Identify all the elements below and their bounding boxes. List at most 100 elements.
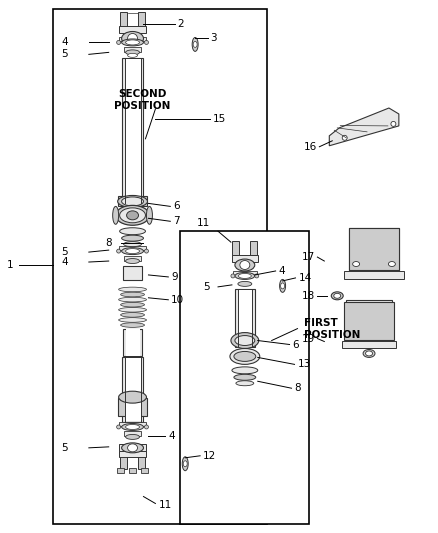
Ellipse shape [230,349,260,365]
Text: 14: 14 [298,273,312,283]
Ellipse shape [122,39,144,46]
Ellipse shape [122,248,144,255]
Bar [232,255,258,262]
Ellipse shape [127,34,138,43]
Ellipse shape [234,374,256,380]
Ellipse shape [117,249,120,253]
Ellipse shape [120,302,145,307]
Ellipse shape [126,424,140,430]
Ellipse shape [127,444,138,452]
Bar [124,47,141,52]
Ellipse shape [119,297,146,302]
Ellipse shape [119,287,146,292]
Ellipse shape [234,351,256,361]
Ellipse shape [124,241,141,247]
Ellipse shape [145,249,148,253]
Ellipse shape [238,281,252,286]
Ellipse shape [363,350,375,358]
Bar [119,246,146,250]
Ellipse shape [126,434,140,439]
Text: 4: 4 [61,37,67,47]
Ellipse shape [127,53,138,58]
Ellipse shape [120,292,145,297]
Text: 9: 9 [171,272,178,282]
Bar [117,468,124,473]
Ellipse shape [240,261,250,270]
Bar [129,468,136,473]
Bar [233,271,257,275]
Ellipse shape [353,262,360,266]
Text: 8: 8 [294,383,301,393]
Bar [344,271,404,279]
Ellipse shape [193,42,197,47]
Polygon shape [329,108,399,146]
Ellipse shape [145,41,148,44]
Polygon shape [344,302,394,340]
Bar [238,290,252,346]
Ellipse shape [113,206,119,224]
Bar [342,341,396,349]
Ellipse shape [235,259,255,271]
Bar [250,241,257,255]
Ellipse shape [366,351,373,356]
Bar [53,9,267,524]
Ellipse shape [232,367,258,374]
Text: 6: 6 [293,340,299,350]
Text: SECOND: SECOND [118,89,167,99]
Bar [119,422,146,426]
Bar [122,58,144,204]
Bar [141,468,148,473]
Text: FIRST: FIRST [304,318,338,328]
Ellipse shape [334,293,341,298]
Bar [138,453,145,469]
Bar [233,241,240,255]
Ellipse shape [145,425,148,429]
Ellipse shape [391,122,396,126]
Ellipse shape [389,262,396,266]
Ellipse shape [119,318,146,322]
Text: 11: 11 [159,500,172,511]
Text: 13: 13 [297,359,311,369]
Ellipse shape [122,197,144,206]
Ellipse shape [192,37,198,51]
Ellipse shape [119,308,146,312]
Ellipse shape [279,279,286,292]
Ellipse shape [281,283,285,289]
Ellipse shape [235,272,255,279]
Bar [120,12,127,27]
Ellipse shape [118,196,148,207]
Bar [119,451,146,457]
Text: 16: 16 [304,142,318,152]
Ellipse shape [126,50,140,55]
Ellipse shape [126,248,140,254]
Text: 17: 17 [302,252,315,262]
Text: 15: 15 [213,114,226,124]
Ellipse shape [120,208,145,223]
Ellipse shape [117,41,120,44]
Ellipse shape [120,323,145,327]
Ellipse shape [183,461,187,467]
Bar [138,12,145,27]
Text: 10: 10 [171,295,184,305]
Ellipse shape [146,206,152,224]
Text: 4: 4 [168,431,175,441]
Bar [118,197,148,206]
Ellipse shape [122,235,144,241]
Ellipse shape [238,273,251,278]
Ellipse shape [342,135,347,140]
Bar [119,26,146,34]
Bar [119,37,146,42]
Ellipse shape [119,391,146,403]
Text: 8: 8 [106,238,113,248]
Bar [124,431,141,437]
Ellipse shape [236,381,254,386]
Ellipse shape [235,336,255,345]
Text: 5: 5 [61,50,67,59]
Bar [349,228,399,278]
Text: 4: 4 [61,257,67,267]
Bar [180,231,309,524]
Bar [119,444,146,452]
Polygon shape [349,228,399,270]
Ellipse shape [231,274,235,278]
Text: 5: 5 [61,443,67,453]
